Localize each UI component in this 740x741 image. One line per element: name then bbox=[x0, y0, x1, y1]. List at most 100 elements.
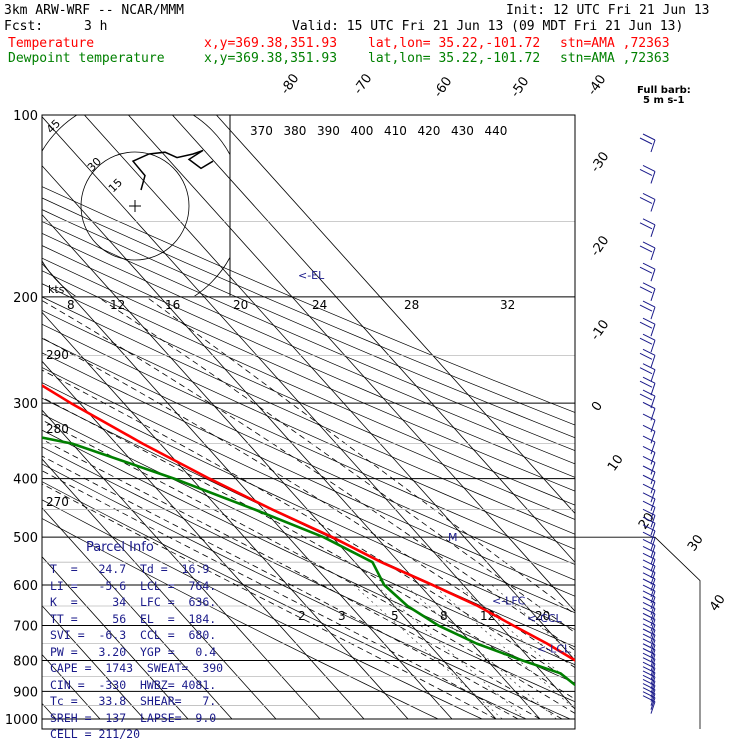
theta-label: 380 bbox=[284, 124, 307, 138]
hodograph-speed-label: 32 bbox=[500, 298, 515, 312]
pressure-tick-label: 600 bbox=[13, 579, 38, 594]
wind-barb-flag bbox=[642, 500, 656, 508]
hodograph-speed-label: 12 bbox=[110, 298, 125, 312]
wind-barb-flag bbox=[639, 168, 653, 176]
wind-barb-flag bbox=[642, 546, 656, 553]
parcel-info-row: SREH = 137 LAPSE= 9.0 bbox=[50, 710, 217, 725]
wind-barb-flag bbox=[639, 304, 653, 312]
temperature-tick-label: -30 bbox=[588, 149, 612, 175]
wind-barb-staff bbox=[650, 523, 656, 536]
wind-barb-flag bbox=[642, 363, 656, 371]
valid-time: Valid: 15 UTC Fri 21 Jun 13 (09 MDT Fri … bbox=[292, 19, 684, 34]
wind-barb-staff bbox=[650, 383, 656, 396]
level-marker-label: <-EL bbox=[298, 269, 325, 282]
dew-xy: x,y=369.38,351.93 bbox=[204, 51, 338, 66]
wind-barb-flag bbox=[642, 465, 656, 473]
isotherm-line bbox=[42, 262, 453, 720]
wind-barb-staff bbox=[650, 498, 656, 511]
wind-barb-flag bbox=[642, 193, 656, 200]
parcel-info-row: CIN = -330 HWBZ= 4081. bbox=[50, 677, 217, 692]
isotherm-line bbox=[42, 311, 409, 720]
wind-barb-staff bbox=[650, 654, 656, 667]
wind-barb-flag bbox=[642, 566, 656, 573]
level-markers: <-EL <-LFC<-CCL <-LCL M bbox=[298, 269, 571, 655]
isotherm-line bbox=[0, 115, 12, 719]
level-marker-label: <-LCL bbox=[537, 642, 571, 655]
wind-barb-flag bbox=[642, 623, 656, 631]
theta-label: 400 bbox=[351, 124, 374, 138]
theta-label: 440 bbox=[485, 124, 508, 138]
wind-barb-flag bbox=[642, 670, 656, 678]
wind-barb-flag bbox=[642, 164, 656, 172]
wind-barb-staff bbox=[650, 613, 656, 627]
wind-barb-staff bbox=[650, 624, 656, 637]
pressure-tick-label: 1000 bbox=[5, 713, 38, 728]
isotherm-line bbox=[42, 605, 145, 720]
plot-border bbox=[41, 114, 576, 730]
dewpoint-legend: Dewpoint temperature bbox=[8, 51, 165, 66]
wind-barb-flag bbox=[642, 584, 656, 592]
parcel-info-row: CELL = 211/20 bbox=[50, 727, 141, 741]
wind-barb-flag bbox=[642, 531, 656, 539]
wind-barb-flag bbox=[642, 559, 656, 567]
pressure-tick-label: 400 bbox=[13, 473, 38, 488]
wind-barb-flag bbox=[642, 612, 656, 620]
wind-barb-flag bbox=[642, 508, 656, 516]
wind-barb-staff bbox=[650, 171, 656, 184]
wind-barb-flag bbox=[642, 657, 656, 665]
wind-barb-flag bbox=[642, 666, 656, 674]
wind-barb-staff bbox=[650, 681, 656, 694]
wind-barb-flag bbox=[642, 262, 656, 270]
wind-barb-staff bbox=[650, 224, 656, 237]
theta-label: 430 bbox=[451, 124, 474, 138]
wind-barb-staff bbox=[650, 369, 656, 382]
wind-barb-flag bbox=[642, 424, 656, 432]
wind-barb-flag bbox=[642, 552, 656, 560]
temperature-tick-label: 10 bbox=[605, 452, 627, 474]
pressure-tick-label: 900 bbox=[13, 685, 38, 700]
wind-barb-staff bbox=[650, 672, 656, 685]
wind-barb-flag bbox=[642, 643, 656, 651]
temperature-tick-label: -70 bbox=[351, 71, 375, 97]
level-marker-label: <-CCL bbox=[527, 612, 563, 625]
temperature-tick-label: 0 bbox=[589, 399, 606, 414]
parcel-info-row: CAPE = 1743 SWEAT= 390 bbox=[50, 661, 224, 675]
pressure-tick-label: 300 bbox=[13, 397, 38, 412]
wind-barb-flag bbox=[642, 474, 656, 482]
temperature-tick-label: -40 bbox=[585, 72, 609, 98]
mixing-ratio-label: 8 bbox=[440, 609, 448, 623]
wind-barb-staff bbox=[650, 507, 656, 520]
moist-adiabat-line bbox=[97, 296, 575, 634]
wind-barb-staff bbox=[650, 608, 656, 621]
barb-legend-units: 5 m s-1 bbox=[643, 95, 684, 106]
wind-barb-staff bbox=[650, 697, 656, 710]
wind-barb-staff bbox=[650, 306, 656, 320]
theta-label: 410 bbox=[384, 124, 407, 138]
level-marker-label: <-LFC bbox=[492, 594, 526, 607]
wind-barb-flag bbox=[639, 352, 653, 360]
wind-barb-flag bbox=[639, 337, 653, 345]
wind-barb-flag bbox=[639, 367, 653, 375]
wind-barb-staff bbox=[650, 395, 656, 409]
dewpoint-trace bbox=[42, 436, 575, 687]
isotherm-line bbox=[172, 115, 575, 563]
wind-barb-flag bbox=[642, 683, 656, 691]
wind-barb-staff bbox=[650, 663, 656, 676]
isotherm-line bbox=[42, 165, 541, 720]
wind-barb-staff bbox=[650, 515, 656, 528]
wind-barb-staff bbox=[650, 685, 656, 698]
hodograph-speed-label: 24 bbox=[312, 298, 327, 312]
isotherm-line bbox=[84, 115, 575, 661]
wind-barb-staff bbox=[650, 471, 656, 485]
wind-barb-flag bbox=[642, 607, 656, 615]
forecast-hours: 3 h bbox=[84, 19, 108, 34]
wind-barb-staff bbox=[650, 324, 656, 337]
dew-latlon: lat,lon= 35.22,-101.72 bbox=[368, 51, 541, 66]
temp-station: stn=AMA ,72363 bbox=[560, 36, 670, 51]
isotherm-line bbox=[42, 556, 189, 720]
wind-barb-flag bbox=[642, 596, 656, 604]
isotherm-line bbox=[216, 115, 575, 515]
temperature-tick-label: -10 bbox=[588, 317, 612, 343]
parcel-info-row: LI = -5.6 LCL = 764. bbox=[50, 578, 217, 593]
wind-barb-staff bbox=[650, 481, 656, 494]
